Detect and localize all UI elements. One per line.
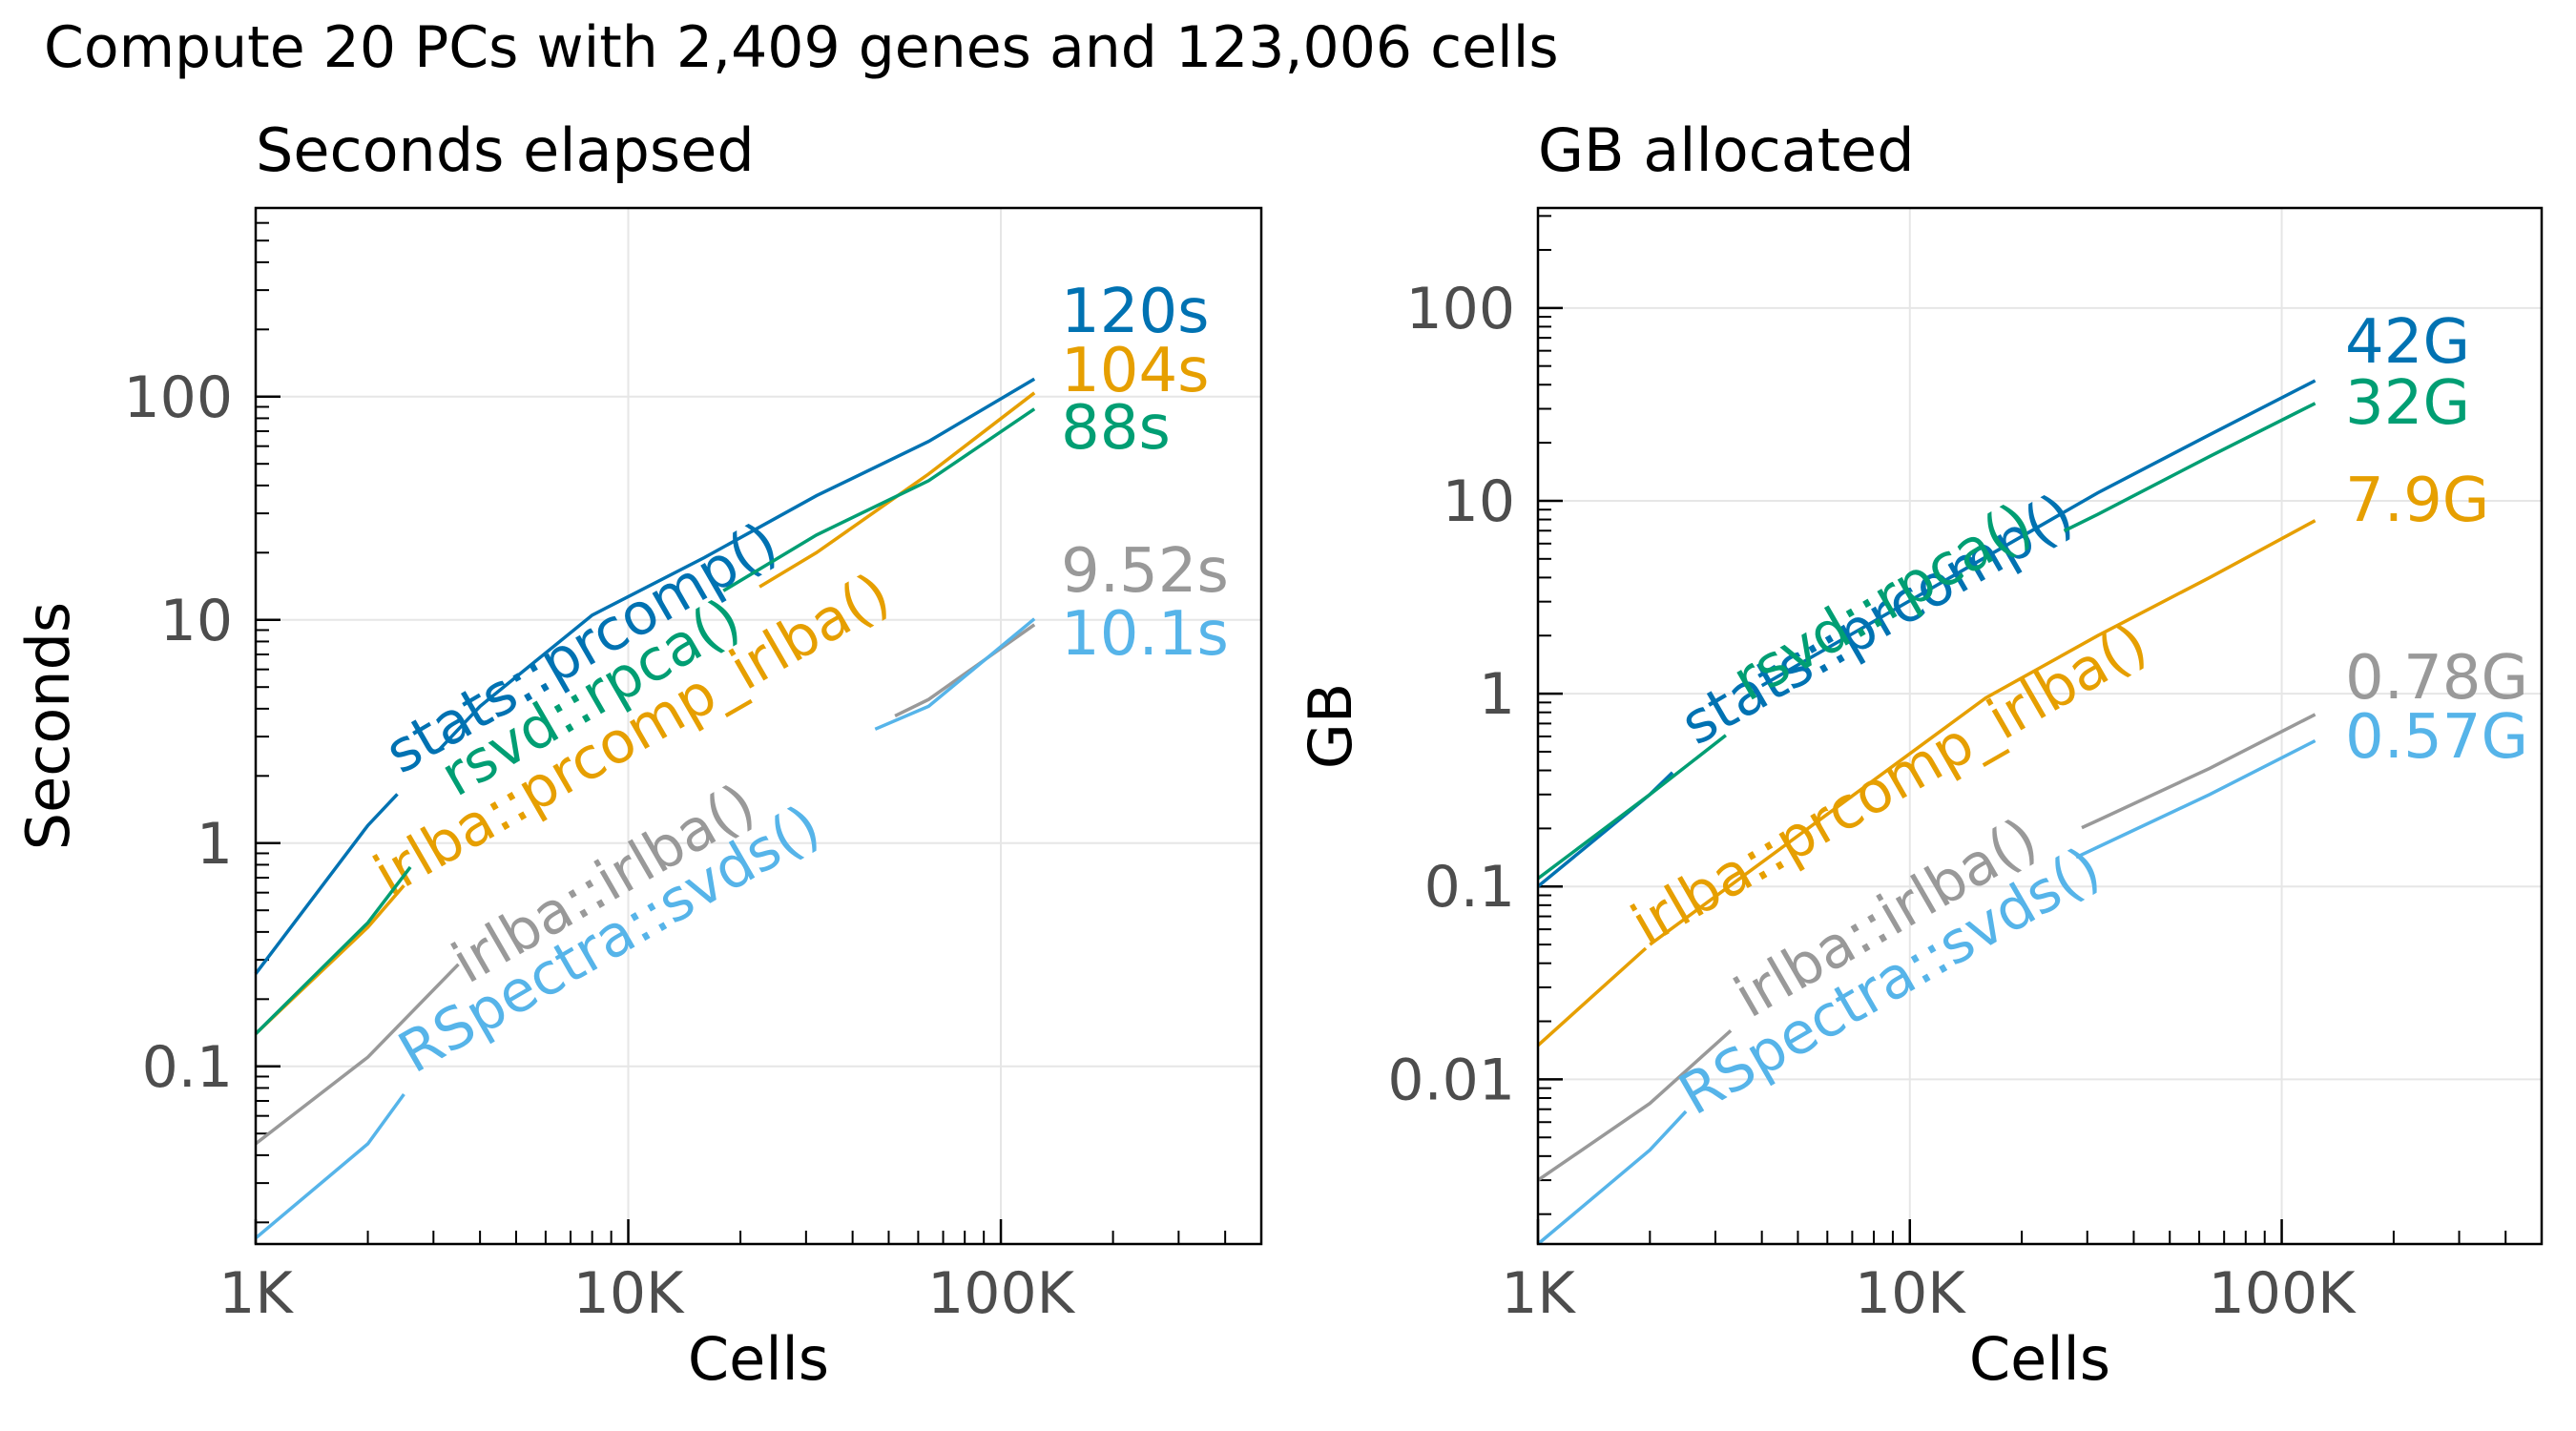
gb-series-line-rsvd_rpca: [1536, 734, 1727, 881]
panel-title-seconds: Seconds elapsed: [256, 115, 755, 185]
seconds-end-label-RSpectra_svds: 10.1s: [1061, 599, 1229, 670]
seconds-end-label-stats_prcomp: 120s: [1061, 277, 1210, 347]
seconds-y-tick-label: 100: [123, 364, 233, 431]
seconds-y-tick-label: 0.1: [142, 1034, 233, 1101]
gb-series-line-rsvd_rpca: [2063, 402, 2316, 533]
seconds-end-label-irlba_prcomp_irlba: 104s: [1061, 336, 1210, 406]
seconds-end-label-rsvd_rpca: 88s: [1061, 393, 1171, 464]
gb-end-label-rsvd_rpca: 32G: [2345, 368, 2470, 439]
gb-y-tick-label: 0.1: [1424, 854, 1515, 921]
seconds-series-line-RSpectra_svds: [874, 617, 1036, 731]
gb-series-line-irlba_irlba: [1537, 1028, 1733, 1182]
seconds-end-label-irlba_irlba: 9.52s: [1061, 536, 1229, 607]
seconds-x-tick-label: 10K: [573, 1260, 685, 1327]
gb-x-tick-label: 1K: [1501, 1260, 1576, 1327]
figure-title: Compute 20 PCs with 2,409 genes and 123,…: [44, 14, 1559, 81]
seconds-series-line-rsvd_rpca: [722, 407, 1036, 592]
gb-end-label-RSpectra_svds: 0.57G: [2345, 702, 2528, 773]
seconds-series-line-RSpectra_svds: [254, 1092, 405, 1240]
seconds-series-line-irlba_irlba: [254, 963, 460, 1146]
gb-plot-frame: [1536, 206, 2544, 1246]
gb-y-axis-label: GB: [1296, 683, 1365, 770]
seconds-series-line-stats_prcomp: [437, 377, 1036, 752]
seconds-y-axis-label: Seconds: [13, 602, 83, 850]
gb-x-axis-label: Cells: [1969, 1324, 2110, 1394]
gb-end-label-irlba_prcomp_irlba: 7.9G: [2345, 466, 2489, 536]
gb-x-tick-label: 100K: [2209, 1260, 2358, 1327]
seconds-x-axis-label: Cells: [688, 1324, 829, 1394]
seconds-series-line-irlba_prcomp_irlba: [758, 391, 1036, 589]
gb-series-line-RSpectra_svds: [1536, 1110, 1688, 1246]
seconds-series-line-rsvd_rpca: [254, 865, 412, 1035]
seconds-x-tick-label: 1K: [218, 1260, 294, 1327]
gb-series-line-irlba_prcomp_irlba: [1536, 946, 1648, 1047]
gb-y-tick-label: 1: [1479, 661, 1515, 728]
seconds-y-tick-label: 1: [197, 811, 233, 878]
gb-x-tick-label: 10K: [1855, 1260, 1966, 1327]
seconds-series-line-irlba_irlba: [894, 623, 1036, 717]
seconds-series-line-stats_prcomp: [254, 793, 399, 975]
seconds-y-tick-label: 10: [160, 588, 233, 654]
gb-y-tick-label: 100: [1405, 276, 1515, 342]
gb-series-line-stats_prcomp: [1760, 379, 2316, 688]
panel-title-gb: GB allocated: [1538, 115, 1915, 185]
gb-end-label-irlba_irlba: 0.78G: [2345, 643, 2528, 714]
gb-series-name-rsvd_rpca: rsvd::rpca(): [1722, 490, 2044, 715]
gb-series-line-irlba_irlba: [2081, 713, 2316, 830]
seconds-plot-frame: [254, 206, 1263, 1246]
gb-series-line-RSpectra_svds: [2075, 738, 2316, 860]
seconds-x-tick-label: 100K: [927, 1260, 1076, 1327]
gb-y-tick-label: 10: [1443, 468, 1515, 535]
gb-series-line-irlba_prcomp_irlba: [1649, 519, 2316, 946]
gb-y-tick-label: 0.01: [1387, 1047, 1515, 1113]
gb-end-label-stats_prcomp: 42G: [2345, 307, 2470, 378]
